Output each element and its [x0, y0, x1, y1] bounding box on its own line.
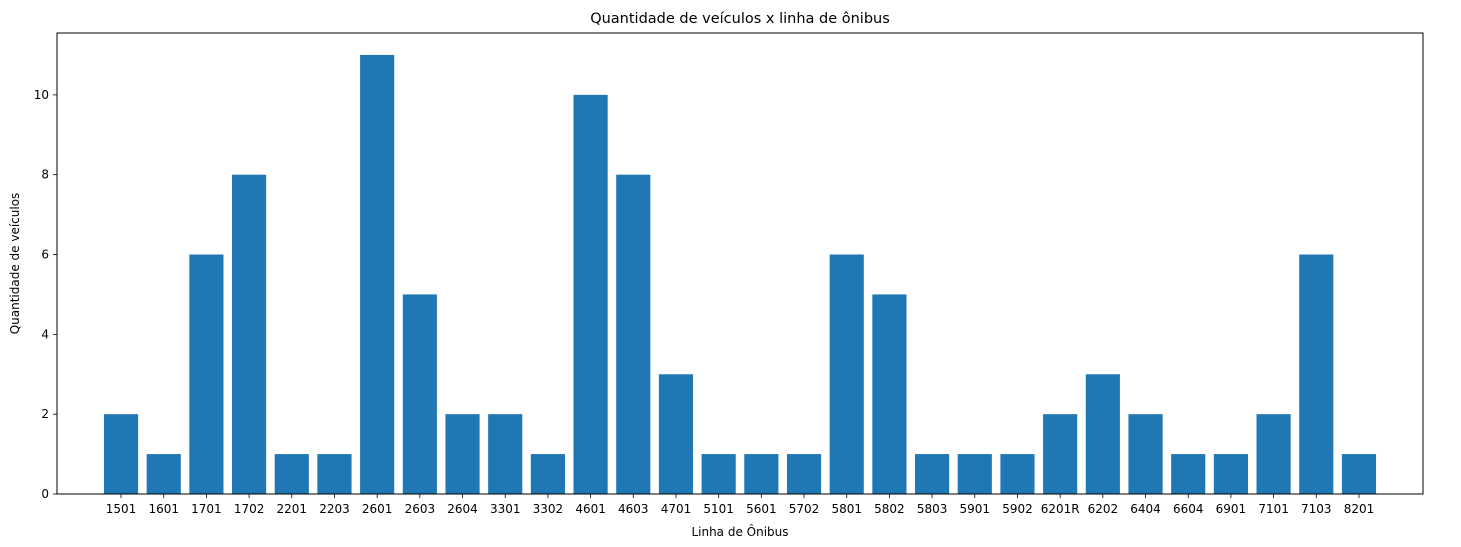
x-tick-label: 7103: [1301, 502, 1332, 516]
bar-3302: [530, 454, 565, 494]
y-tick-label: 6: [41, 248, 49, 262]
y-axis-label: Quantidade de veículos: [8, 193, 22, 335]
bar-1702: [232, 174, 267, 495]
x-tick-label: 5702: [789, 502, 820, 516]
bar-6201R: [1043, 414, 1078, 494]
x-tick-label: 2601: [362, 502, 393, 516]
x-tick-label: 6202: [1088, 502, 1119, 516]
bar-8201: [1341, 454, 1377, 494]
bar-2604: [445, 414, 480, 494]
x-tick-label: 1601: [148, 502, 179, 516]
x-tick-label: 6404: [1130, 502, 1161, 516]
y-tick-label: 0: [41, 487, 49, 501]
bar-2201: [274, 454, 309, 494]
x-tick-label: 2201: [277, 502, 308, 516]
x-tick-label: 5803: [917, 502, 948, 516]
x-axis-ticks: 1501 1601 1701 1702 2201 2203 2601 2603 2604 3301…: [106, 494, 1374, 516]
chart-title: Quantidade de veículos x linha de ônibus: [590, 11, 890, 27]
bar-6202: [1085, 374, 1120, 494]
bar-4701: [658, 374, 694, 494]
x-tick-label: 3301: [490, 502, 521, 516]
bar-6604: [1171, 454, 1206, 494]
x-tick-label: 6901: [1216, 502, 1247, 516]
y-axis-ticks: 0 2 4 6 8 10: [34, 88, 57, 501]
bar-7101: [1256, 414, 1291, 494]
x-tick-label: 5802: [874, 502, 905, 516]
bar-2601: [360, 54, 395, 494]
bar-5803: [915, 454, 950, 494]
x-tick-label: 5801: [831, 502, 862, 516]
bar-1601: [146, 454, 181, 494]
bar-7103: [1299, 254, 1334, 494]
bar-4601: [573, 94, 608, 495]
bar-5101: [701, 454, 736, 494]
bar-5801: [829, 254, 864, 494]
x-tick-label: 5101: [703, 502, 734, 516]
x-tick-label: 5901: [960, 502, 991, 516]
bar-2603: [402, 294, 437, 494]
bar-5601: [744, 454, 779, 494]
bar-6901: [1213, 454, 1248, 494]
bar-5902: [1000, 454, 1035, 494]
bar-3301: [488, 414, 523, 494]
x-axis-label: Linha de Ônibus: [691, 524, 788, 539]
x-tick-label: 5902: [1002, 502, 1033, 516]
x-tick-label: 2604: [447, 502, 478, 516]
x-tick-label: 1501: [106, 502, 137, 516]
y-tick-label: 4: [41, 327, 49, 341]
bar-4603: [616, 174, 651, 495]
x-tick-label: 4701: [661, 502, 692, 516]
x-tick-label: 8201: [1344, 502, 1375, 516]
x-tick-label: 2603: [405, 502, 436, 516]
bar-1701: [189, 254, 224, 494]
y-tick-label: 10: [34, 88, 49, 102]
plot-frame: [56, 32, 1424, 495]
x-tick-label: 6201R: [1041, 502, 1080, 516]
bar-1501: [103, 414, 139, 494]
x-tick-label: 3302: [533, 502, 564, 516]
bar-5802: [872, 294, 907, 494]
y-tick-label: 2: [41, 407, 49, 421]
bars-group: [103, 54, 1377, 495]
bar-2203: [317, 454, 352, 494]
bar-5702: [786, 454, 822, 494]
x-tick-label: 1702: [234, 502, 265, 516]
x-tick-label: 5601: [746, 502, 777, 516]
x-tick-label: 4601: [575, 502, 606, 516]
x-tick-label: 6604: [1173, 502, 1204, 516]
y-tick-label: 8: [41, 168, 49, 182]
x-tick-label: 4603: [618, 502, 649, 516]
x-tick-label: 1701: [191, 502, 222, 516]
bar-5901: [957, 454, 992, 494]
x-tick-label: 7101: [1258, 502, 1289, 516]
bar-6404: [1128, 414, 1163, 494]
x-tick-label: 2203: [319, 502, 350, 516]
